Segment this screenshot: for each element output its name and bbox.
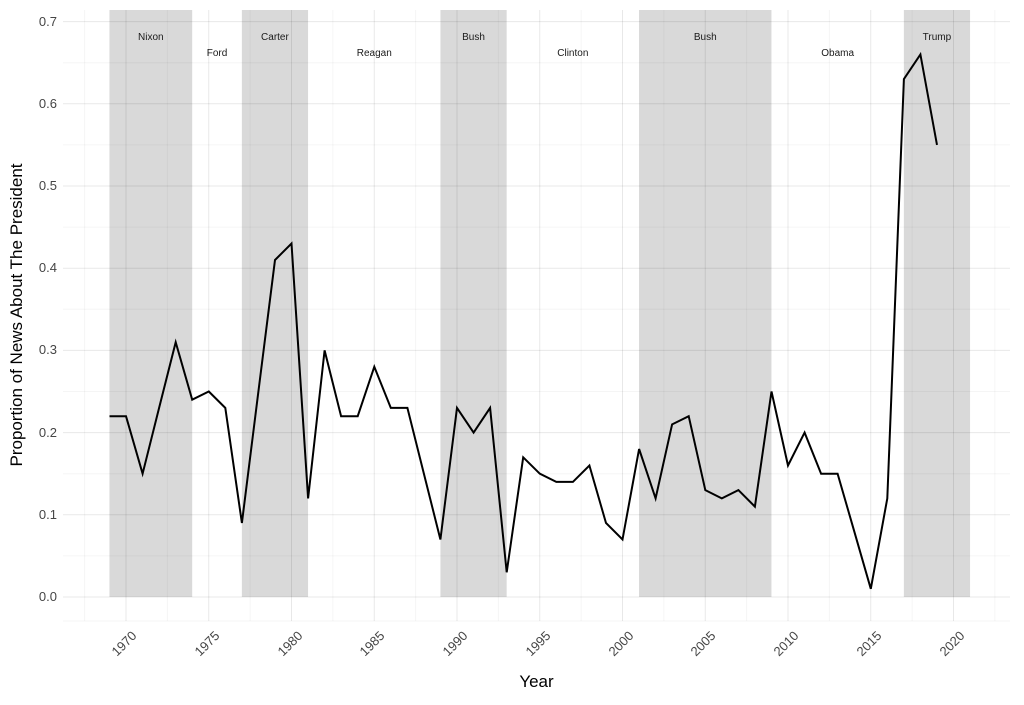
president-label-bush: Bush (462, 32, 485, 43)
president-label-reagan: Reagan (356, 48, 392, 59)
y-tick-label: 0.5 (38, 178, 57, 193)
president-label-carter: Carter (261, 32, 289, 43)
y-tick-label: 0.0 (38, 589, 57, 604)
y-tick-label: 0.3 (38, 342, 57, 358)
president-label-bush: Bush (693, 32, 717, 43)
president-term-band (109, 10, 193, 597)
proportion-line-series (109, 51, 938, 590)
y-tick-label: 0.1 (38, 506, 57, 522)
y-tick-label: 0.6 (38, 95, 57, 111)
president-term-band (903, 10, 971, 597)
president-term-band (241, 10, 309, 597)
y-tick-label: 0.4 (38, 260, 57, 276)
president-label-trump: Trump (922, 32, 952, 43)
president-label-clinton: Clinton (557, 48, 589, 59)
x-axis-title: Year (519, 672, 554, 691)
y-tick-label: 0.7 (38, 13, 57, 29)
y-axis-title: Proportion of News About The President (7, 163, 26, 467)
president-label-ford: Ford (206, 48, 228, 59)
president-label-nixon: Nixon (138, 32, 164, 43)
president-label-obama: Obama (821, 48, 855, 59)
president-term-band (639, 10, 772, 597)
president-term-band (440, 10, 507, 597)
y-tick-label: 0.2 (38, 424, 57, 440)
